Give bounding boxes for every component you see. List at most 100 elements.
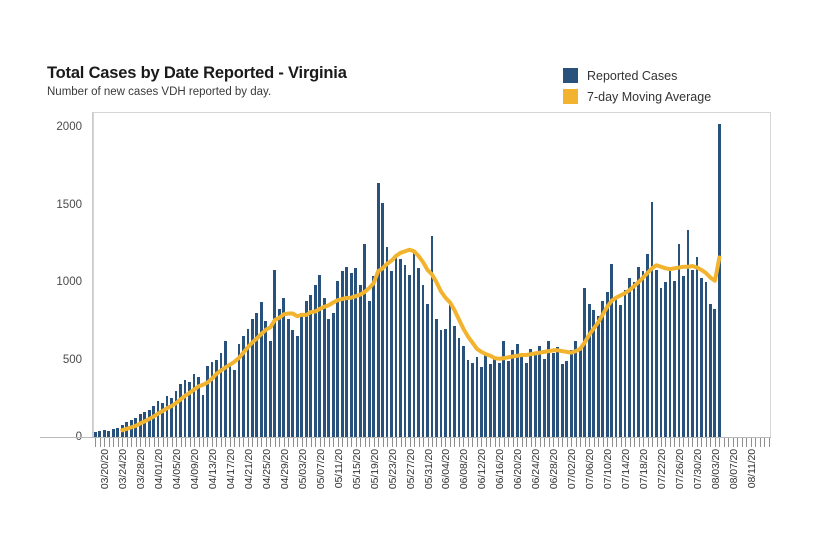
bar[interactable] <box>641 271 645 437</box>
bar[interactable] <box>502 341 506 437</box>
bar[interactable] <box>596 316 600 437</box>
bar[interactable] <box>322 297 326 437</box>
bar[interactable] <box>197 376 200 437</box>
bar[interactable] <box>327 319 331 437</box>
bar[interactable] <box>471 362 474 437</box>
bar[interactable] <box>426 303 429 437</box>
bar[interactable] <box>619 305 622 437</box>
bar[interactable] <box>695 257 699 437</box>
bar[interactable] <box>542 358 546 437</box>
bar[interactable] <box>435 319 438 437</box>
bar[interactable] <box>313 285 317 437</box>
bar[interactable] <box>623 289 627 437</box>
bar[interactable] <box>268 341 272 437</box>
bar[interactable] <box>282 297 286 437</box>
bar[interactable] <box>708 303 712 437</box>
bar[interactable] <box>376 183 380 437</box>
bar[interactable] <box>646 254 649 437</box>
bar[interactable] <box>354 268 358 437</box>
bar[interactable] <box>704 282 708 437</box>
bar[interactable] <box>628 277 631 437</box>
bar[interactable] <box>170 398 173 437</box>
bar[interactable] <box>713 308 717 437</box>
bar[interactable] <box>412 252 416 437</box>
legend-item-reported-cases[interactable]: Reported Cases <box>563 66 711 85</box>
bar[interactable] <box>484 353 488 437</box>
bar[interactable] <box>390 271 393 437</box>
bar[interactable] <box>206 365 209 437</box>
bar[interactable] <box>605 291 609 437</box>
bar[interactable] <box>479 366 483 437</box>
bar[interactable] <box>161 402 164 437</box>
bar[interactable] <box>682 276 685 437</box>
bar[interactable] <box>111 428 115 437</box>
bar[interactable] <box>421 285 425 437</box>
bar[interactable] <box>417 268 420 437</box>
bar[interactable] <box>183 379 187 437</box>
bar[interactable] <box>592 310 596 437</box>
bar[interactable] <box>349 272 353 437</box>
bar[interactable] <box>358 285 362 437</box>
bar[interactable] <box>156 401 160 437</box>
bar[interactable] <box>677 243 681 437</box>
bar[interactable] <box>637 266 640 437</box>
bar[interactable] <box>457 337 461 437</box>
bar[interactable] <box>551 352 555 437</box>
bar[interactable] <box>242 336 245 437</box>
bar[interactable] <box>394 254 398 437</box>
bar[interactable] <box>179 384 182 437</box>
bar[interactable] <box>664 282 667 437</box>
bar[interactable] <box>408 274 411 437</box>
bar[interactable] <box>560 364 564 437</box>
bar[interactable] <box>439 330 443 437</box>
bar[interactable] <box>102 430 106 437</box>
bar[interactable] <box>116 427 120 437</box>
bar[interactable] <box>372 276 376 437</box>
bar[interactable] <box>273 269 277 437</box>
bar[interactable] <box>403 265 407 437</box>
bar[interactable] <box>98 431 102 437</box>
bar[interactable] <box>300 313 304 437</box>
bar[interactable] <box>497 362 501 437</box>
bar[interactable] <box>493 358 497 437</box>
bar[interactable] <box>255 313 259 437</box>
bar[interactable] <box>345 266 349 437</box>
bar[interactable] <box>569 350 573 437</box>
bar[interactable] <box>691 269 694 437</box>
bar[interactable] <box>188 382 191 437</box>
bar[interactable] <box>246 328 250 437</box>
bar[interactable] <box>565 361 569 437</box>
bar[interactable] <box>583 288 587 437</box>
bar[interactable] <box>259 302 263 437</box>
bar[interactable] <box>295 336 299 437</box>
bar[interactable] <box>610 263 613 437</box>
bar[interactable] <box>668 268 672 437</box>
bar[interactable] <box>251 319 254 437</box>
bar[interactable] <box>219 353 223 437</box>
bar[interactable] <box>385 246 389 437</box>
bar[interactable] <box>587 303 591 437</box>
bar[interactable] <box>466 359 470 437</box>
bar[interactable] <box>215 359 218 437</box>
bar[interactable] <box>165 396 169 437</box>
bar[interactable] <box>533 354 537 437</box>
bar[interactable] <box>228 362 232 437</box>
bar[interactable] <box>304 300 308 437</box>
bar[interactable] <box>340 271 344 437</box>
bar[interactable] <box>659 288 663 437</box>
bar[interactable] <box>700 277 703 437</box>
bar[interactable] <box>601 300 604 437</box>
bar[interactable] <box>547 341 551 437</box>
bar[interactable] <box>264 320 268 437</box>
bar[interactable] <box>614 297 618 437</box>
bar[interactable] <box>367 300 371 437</box>
bar[interactable] <box>574 341 578 437</box>
bar[interactable] <box>453 325 456 437</box>
bar[interactable] <box>107 430 111 437</box>
bar[interactable] <box>224 341 227 437</box>
bar[interactable] <box>673 280 676 437</box>
bar[interactable] <box>524 362 528 437</box>
bar[interactable] <box>318 274 322 437</box>
bar[interactable] <box>192 373 196 437</box>
bar[interactable] <box>632 282 636 437</box>
